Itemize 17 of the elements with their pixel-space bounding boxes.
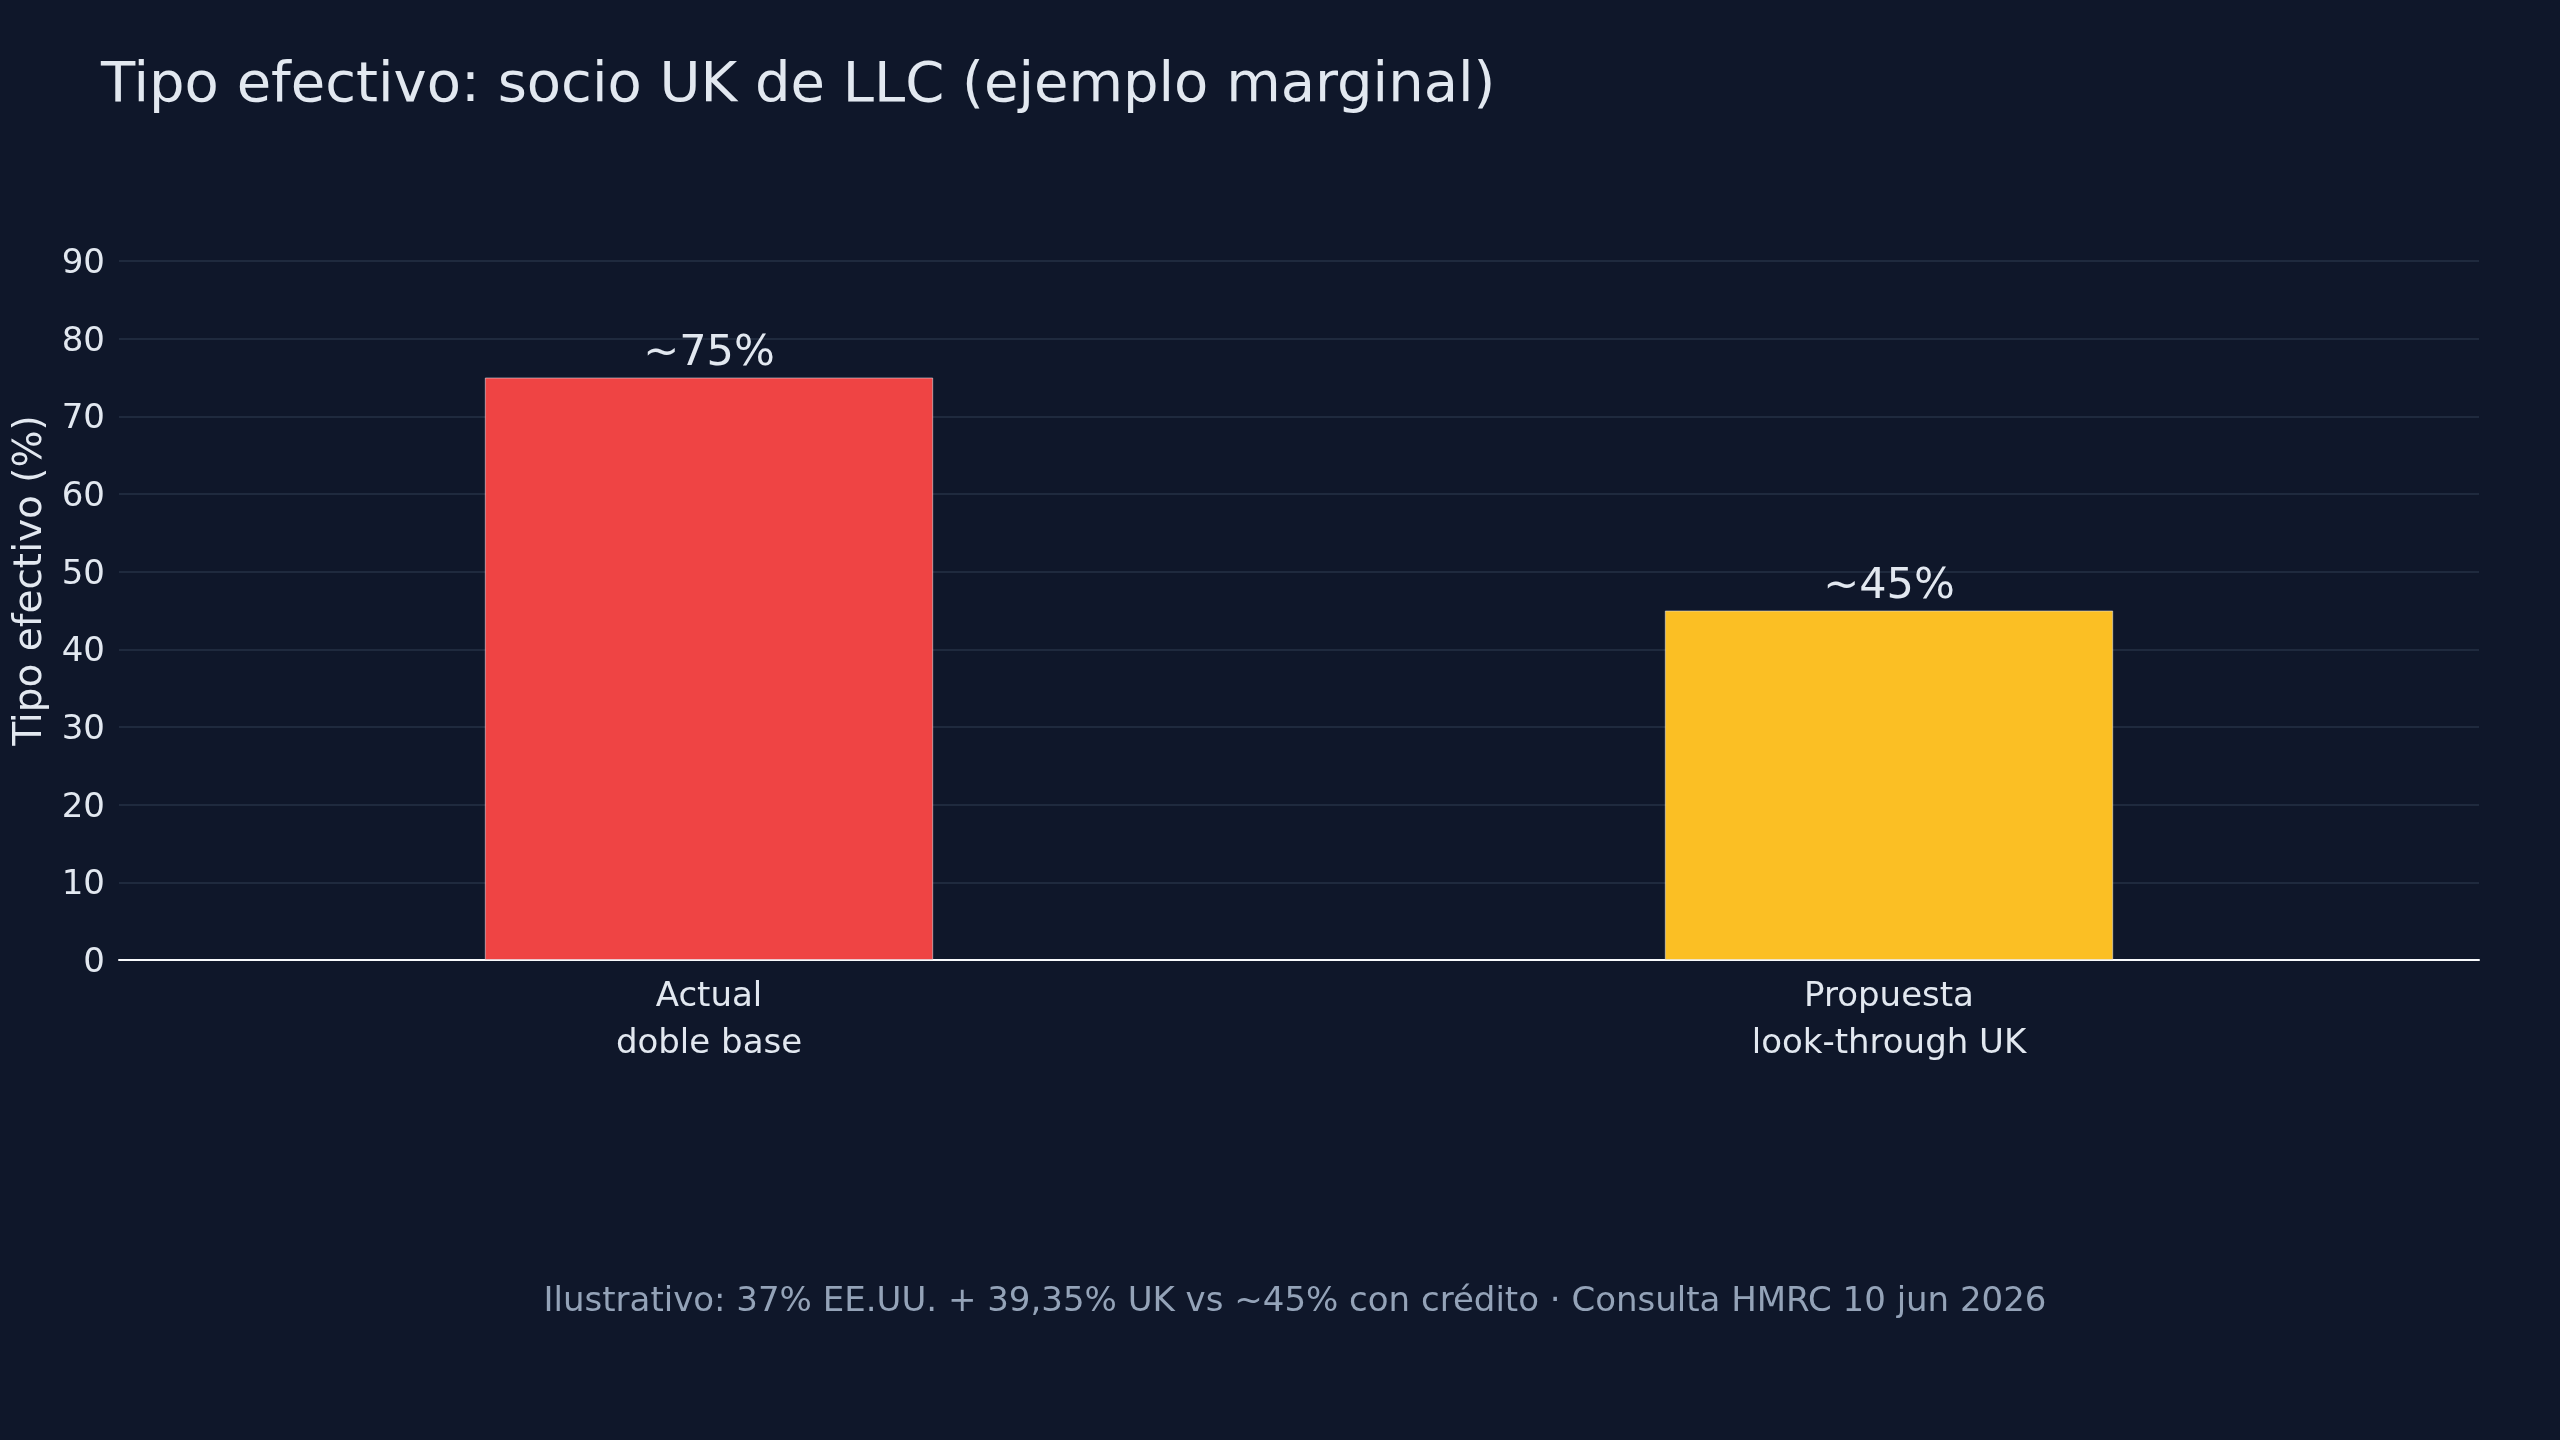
y-axis-title: Tipo efectivo (%)	[5, 415, 50, 747]
y-tick-label: 30	[61, 707, 105, 747]
y-tick-label: 20	[61, 784, 105, 825]
text: Ilustrativo: 37% EE.UU. + 39,35% UK vs ~45% con crédito · Consulta HMRC 10 jun 2026	[543, 1279, 2047, 1319]
x-tick-label: Propuesta look-through UK	[1751, 973, 2028, 1061]
data-label: ~45%	[1823, 558, 1955, 608]
y-tick-label: 0	[83, 940, 105, 980]
y-tick-label: 90	[61, 241, 105, 281]
y-tick-label: 80	[61, 318, 105, 359]
data-label: ~75%	[643, 325, 775, 375]
x-tick-label: Actual doble base	[615, 973, 803, 1061]
y-tick-label: 70	[61, 396, 105, 437]
y-tick-label: 60	[61, 474, 105, 514]
y-tick-label: 50	[61, 551, 105, 592]
y-tick-label: 10	[61, 862, 105, 903]
chart-title: Tipo efectivo: socio UK de LLC (ejemplo marginal)	[100, 48, 1496, 114]
y-tick-label: 40	[61, 629, 105, 670]
